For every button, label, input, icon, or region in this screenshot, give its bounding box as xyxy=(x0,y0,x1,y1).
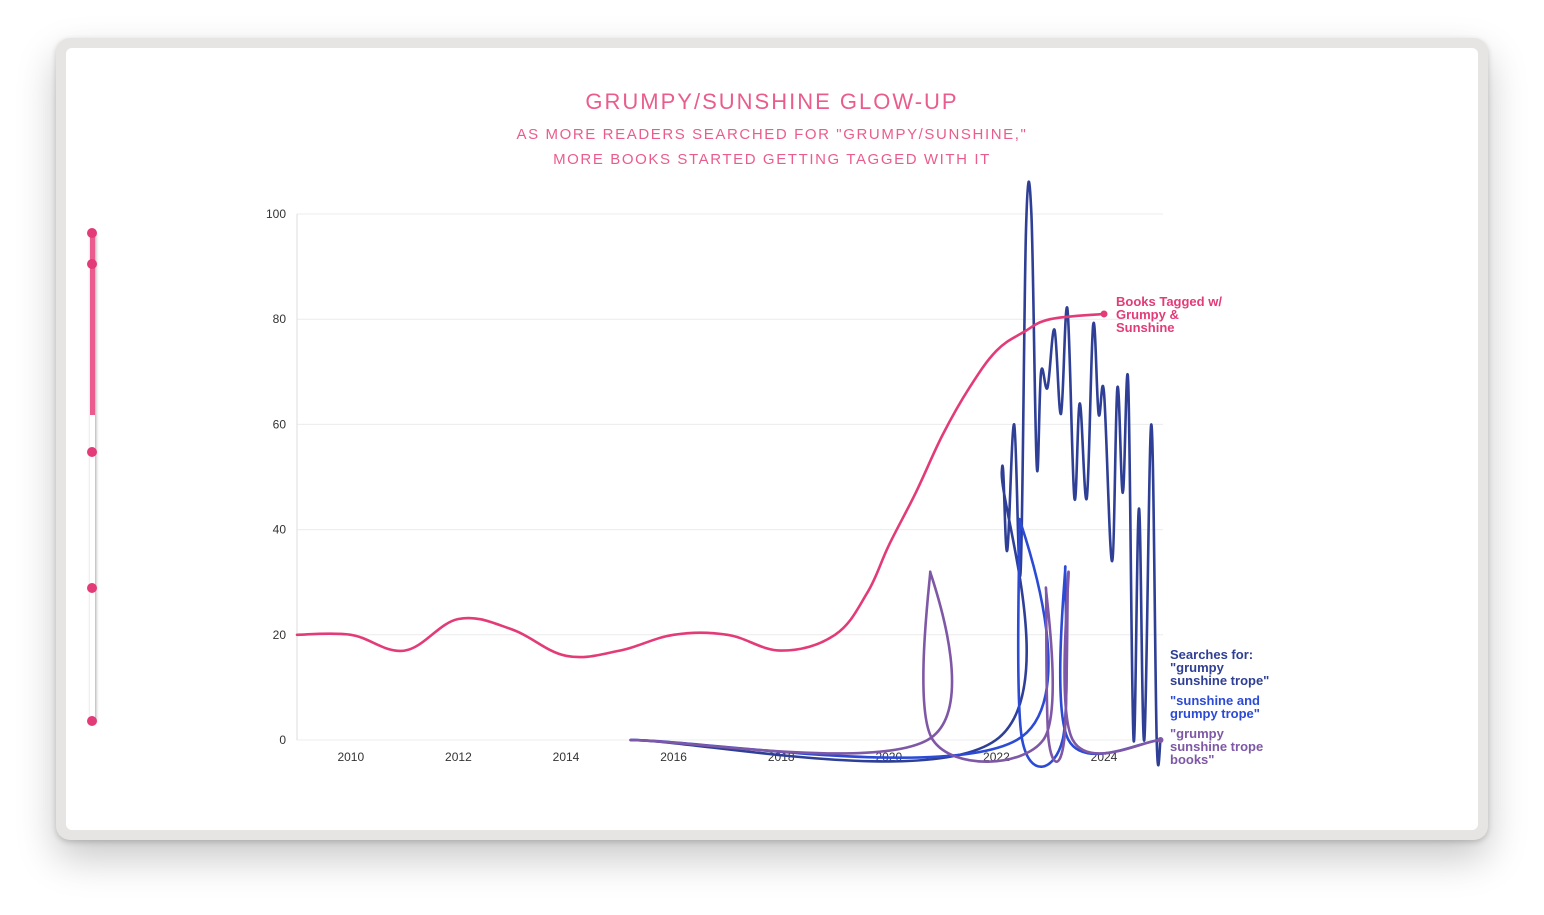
series-grumpy-sunshine-trope xyxy=(629,180,1162,767)
series-sunshine-and-grumpy-trope xyxy=(629,517,1162,768)
progress-step-3[interactable] xyxy=(87,447,97,457)
progress-fill xyxy=(90,233,95,415)
search3-label-line-3: books" xyxy=(1170,752,1214,767)
x-tick-label-2012: 2012 xyxy=(445,750,472,764)
progress-step-1[interactable] xyxy=(87,228,97,238)
progress-step-4[interactable] xyxy=(87,583,97,593)
y-tick-label-100: 100 xyxy=(266,207,286,221)
chart-subtitle: AS MORE READERS SEARCHED FOR "GRUMPY/SUN… xyxy=(0,122,1544,172)
x-tick-label-2014: 2014 xyxy=(553,750,580,764)
progress-track xyxy=(90,233,95,721)
scroll-progress-slider[interactable] xyxy=(87,228,97,726)
books-label-line-2: Grumpy & xyxy=(1116,307,1179,322)
series-lines xyxy=(295,180,1164,768)
x-tick-label-2010: 2010 xyxy=(337,750,364,764)
searches-header: Searches for: xyxy=(1170,647,1253,662)
subtitle-line-2: MORE BOOKS STARTED GETTING TAGGED WITH I… xyxy=(553,151,991,168)
search2-label-line-1: "sunshine and xyxy=(1170,693,1260,708)
y-tick-label-0: 0 xyxy=(279,733,286,747)
chart-card xyxy=(66,48,1478,830)
series-grumpy-sunshine-trope-books xyxy=(629,570,1162,763)
search3-label-line-2: sunshine trope xyxy=(1170,739,1263,754)
search3-label-line-1: "grumpy xyxy=(1170,726,1225,741)
y-tick-label-80: 80 xyxy=(273,312,287,326)
series-books-tagged xyxy=(295,312,1106,659)
search1-label-line-2: sunshine trope" xyxy=(1170,673,1269,688)
y-tick-label-40: 40 xyxy=(273,523,287,537)
chart-title: GRUMPY/SUNSHINE GLOW-UP xyxy=(585,89,959,114)
search1-label-line-1: "grumpy xyxy=(1170,660,1225,675)
y-tick-label-60: 60 xyxy=(273,417,287,431)
series-labels: Books Tagged w/ Grumpy & Sunshine Search… xyxy=(1116,294,1269,767)
x-tick-label-2016: 2016 xyxy=(660,750,687,764)
subtitle-line-1: AS MORE READERS SEARCHED FOR "GRUMPY/SUN… xyxy=(516,126,1028,143)
y-tick-label-20: 20 xyxy=(273,628,287,642)
progress-step-5[interactable] xyxy=(87,716,97,726)
search2-label-line-2: grumpy trope" xyxy=(1170,706,1260,721)
books-label-line-3: Sunshine xyxy=(1116,320,1175,335)
searches-series-end-marker xyxy=(1157,737,1164,743)
books-series-end-marker xyxy=(1100,310,1108,318)
books-label-line-1: Books Tagged w/ xyxy=(1116,294,1222,309)
progress-step-2[interactable] xyxy=(87,259,97,269)
